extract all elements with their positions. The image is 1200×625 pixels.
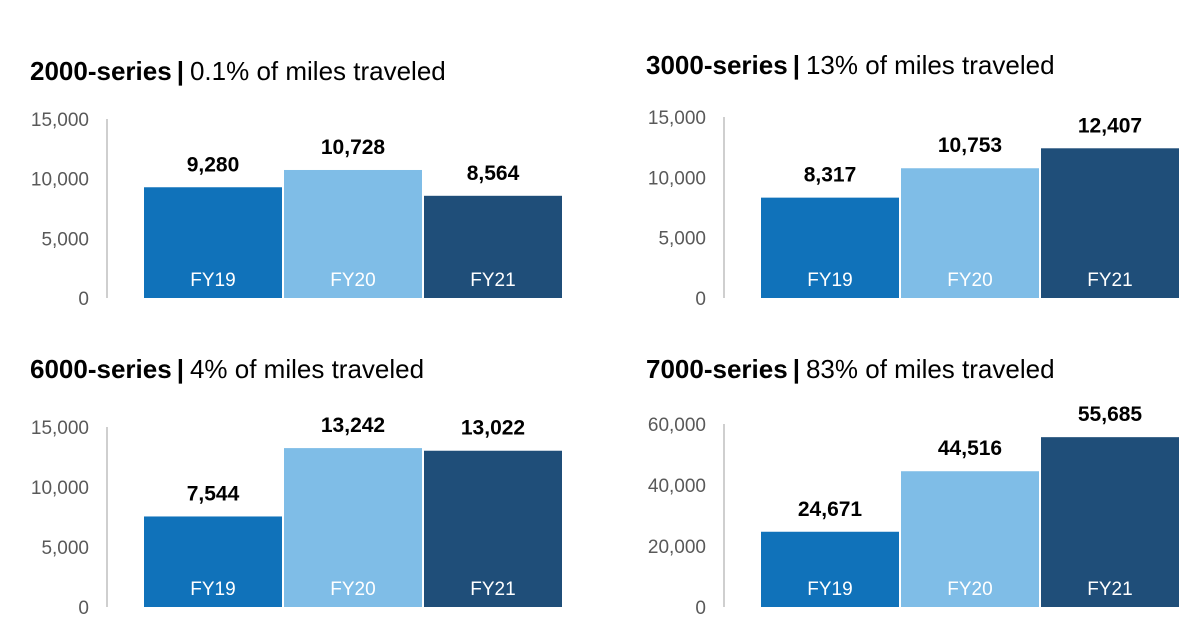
y-tick-label: 15,000 [648, 108, 706, 129]
chart-panel-6000-series: 6000-series | 4% of miles traveled 0 5,000 1… [0, 312, 600, 625]
bar-fy20 [901, 471, 1039, 607]
title-separator: | [792, 50, 800, 80]
x-category-label: FY19 [807, 579, 852, 600]
data-label: 24,671 [798, 498, 863, 521]
title-separator: | [176, 56, 184, 86]
data-label: 8,317 [804, 164, 857, 187]
data-label: 44,516 [938, 437, 1002, 460]
bar-fy21 [424, 450, 562, 607]
x-category-label: FY20 [330, 270, 375, 291]
chart-title-share: 83% of miles traveled [805, 354, 1055, 384]
y-tick-label: 10,000 [31, 170, 89, 191]
bar-fy19 [144, 516, 282, 607]
y-tick-label: 40,000 [648, 476, 706, 497]
y-tick-label: 0 [695, 289, 706, 310]
x-category-label: FY21 [1087, 579, 1132, 600]
chart-title-series: 2000-series [30, 56, 172, 86]
x-category-label: FY21 [470, 270, 515, 291]
bar-chart-7000-series: 0 20,000 40,000 60,000 24,671 FY19 44,516 FY20 5… [648, 403, 1179, 619]
data-label: 12,407 [1078, 114, 1142, 137]
chart-title: 6000-series | 4% of miles traveled [30, 354, 424, 385]
bar-fy21 [424, 195, 562, 298]
x-category-label: FY20 [947, 270, 992, 291]
y-tick-label: 5,000 [41, 229, 89, 250]
chart-title: 7000-series | 83% of miles traveled [646, 354, 1055, 385]
bar-fy20 [284, 169, 422, 298]
data-label: 10,728 [321, 136, 386, 159]
chart-title: 3000-series | 13% of miles traveled [646, 50, 1055, 81]
data-label: 10,753 [938, 134, 1002, 157]
bar-fy19 [761, 531, 899, 607]
chart-title-series: 6000-series [30, 354, 172, 384]
chart-title-series: 7000-series [646, 354, 788, 384]
y-tick-label: 10,000 [31, 478, 89, 499]
bar-fy21 [1041, 437, 1179, 607]
y-tick-label: 20,000 [648, 537, 706, 558]
chart-title-share: 4% of miles traveled [189, 354, 425, 384]
chart-panel-3000-series: 3000-series | 13% of miles traveled 0 5,000… [600, 0, 1200, 312]
x-category-label: FY19 [190, 270, 235, 291]
x-category-label: FY20 [947, 579, 992, 600]
x-category-label: FY21 [470, 579, 515, 600]
y-tick-label: 15,000 [31, 418, 89, 439]
bar-chart-2000-series: 0 5,000 10,000 15,000 9,280 FY19 10,728 FY20 8,5… [31, 110, 562, 310]
bar-chart-3000-series: 0 5,000 10,000 15,000 8,317 FY19 10,753 FY20 12,… [648, 108, 1179, 310]
chart-title-series: 3000-series [646, 50, 788, 80]
data-label: 55,685 [1078, 403, 1143, 426]
y-tick-label: 5,000 [658, 229, 706, 250]
y-tick-label: 10,000 [648, 168, 706, 189]
data-label: 7,544 [187, 482, 240, 505]
x-category-label: FY19 [807, 270, 852, 291]
bar-fy21 [1041, 148, 1179, 298]
x-category-label: FY20 [330, 579, 375, 600]
y-tick-label: 0 [78, 598, 89, 619]
bar-fy19 [761, 197, 899, 298]
y-tick-label: 15,000 [31, 110, 89, 131]
bar-fy20 [284, 448, 422, 607]
chart-panel-2000-series: 2000-series | 0.1% of miles traveled 0 5,00… [0, 0, 600, 312]
data-label: 13,022 [461, 417, 525, 440]
chart-panel-7000-series: 7000-series | 83% of miles traveled 0 20,00… [600, 312, 1200, 625]
x-category-label: FY19 [190, 579, 235, 600]
title-separator: | [176, 354, 184, 384]
chart-title-share: 13% of miles traveled [805, 50, 1055, 80]
bar-chart-6000-series: 0 5,000 10,000 15,000 7,544 FY19 13,242 FY20 13,… [31, 414, 562, 619]
data-label: 13,242 [321, 414, 385, 437]
data-label: 8,564 [467, 162, 520, 185]
y-tick-label: 0 [78, 289, 89, 310]
y-tick-label: 0 [695, 598, 706, 619]
data-label: 9,280 [187, 153, 240, 176]
y-tick-label: 60,000 [648, 415, 706, 436]
title-separator: | [792, 354, 800, 384]
bar-fy20 [901, 168, 1039, 298]
chart-title: 2000-series | 0.1% of miles traveled [30, 56, 446, 87]
x-category-label: FY21 [1087, 270, 1132, 291]
y-tick-label: 5,000 [41, 538, 89, 559]
chart-title-share: 0.1% of miles traveled [189, 56, 446, 86]
bar-fy19 [144, 187, 282, 298]
